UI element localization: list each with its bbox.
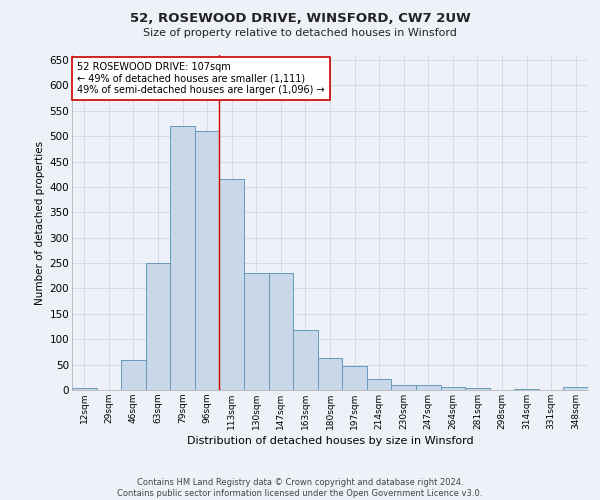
- Bar: [318, 358, 342, 390]
- Bar: [269, 274, 293, 390]
- Bar: [367, 379, 391, 390]
- Bar: [220, 180, 244, 390]
- Bar: [391, 385, 416, 390]
- Bar: [195, 131, 220, 390]
- Text: Contains HM Land Registry data © Crown copyright and database right 2024.
Contai: Contains HM Land Registry data © Crown c…: [118, 478, 482, 498]
- Text: 52 ROSEWOOD DRIVE: 107sqm
← 49% of detached houses are smaller (1,111)
49% of se: 52 ROSEWOOD DRIVE: 107sqm ← 49% of detac…: [77, 62, 325, 95]
- Bar: [342, 366, 367, 390]
- Bar: [146, 263, 170, 390]
- Bar: [563, 388, 588, 390]
- X-axis label: Distribution of detached houses by size in Winsford: Distribution of detached houses by size …: [187, 436, 473, 446]
- Text: Size of property relative to detached houses in Winsford: Size of property relative to detached ho…: [143, 28, 457, 38]
- Bar: [72, 388, 97, 390]
- Bar: [293, 330, 318, 390]
- Bar: [170, 126, 195, 390]
- Text: 52, ROSEWOOD DRIVE, WINSFORD, CW7 2UW: 52, ROSEWOOD DRIVE, WINSFORD, CW7 2UW: [130, 12, 470, 26]
- Bar: [121, 360, 146, 390]
- Bar: [514, 389, 539, 390]
- Bar: [465, 388, 490, 390]
- Bar: [244, 274, 269, 390]
- Bar: [416, 386, 440, 390]
- Bar: [440, 387, 465, 390]
- Y-axis label: Number of detached properties: Number of detached properties: [35, 140, 46, 304]
